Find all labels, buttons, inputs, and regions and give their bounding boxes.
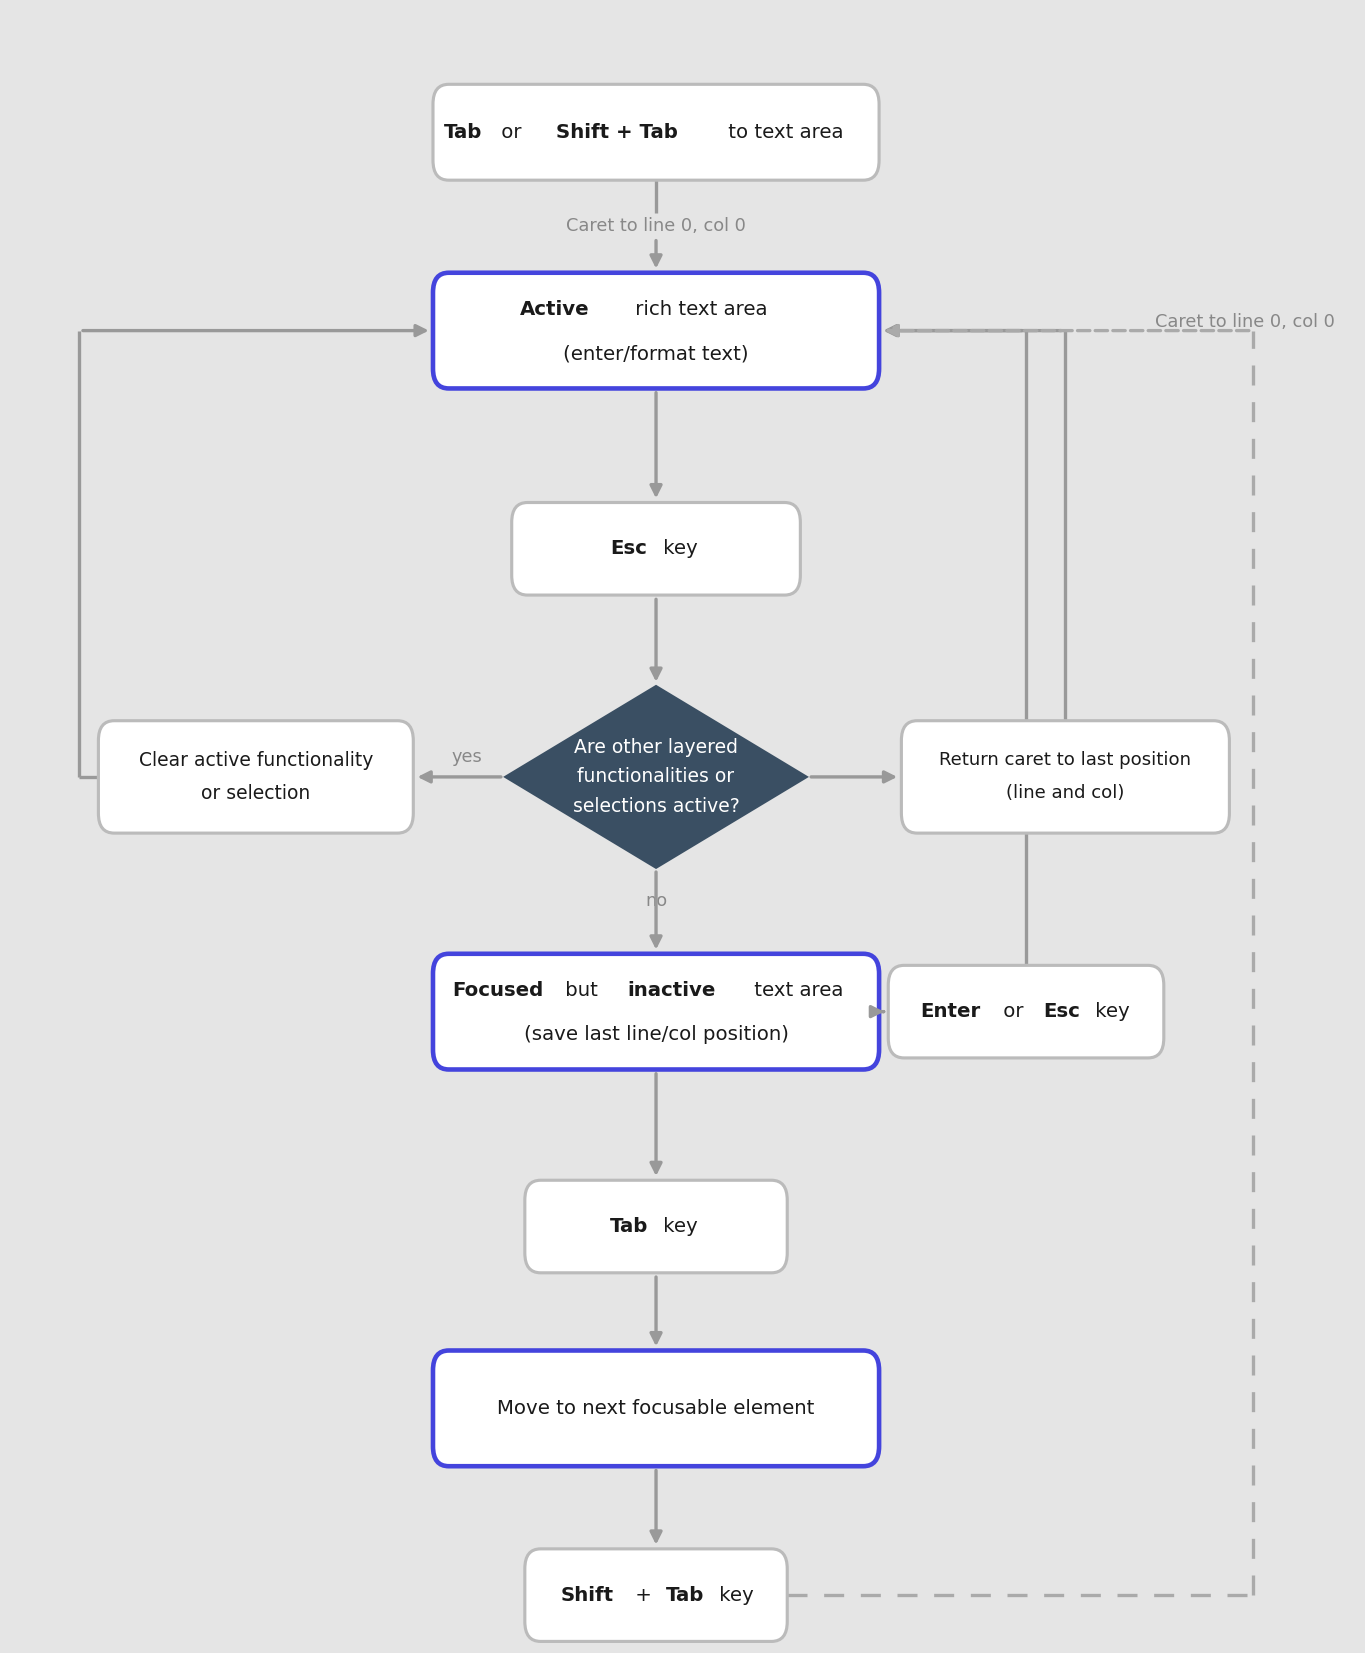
Text: Shift + Tab: Shift + Tab	[556, 122, 677, 142]
Text: (enter/format text): (enter/format text)	[564, 344, 749, 364]
Text: Clear active functionality: Clear active functionality	[139, 750, 373, 770]
Text: inactive: inactive	[628, 980, 717, 1000]
Text: Return caret to last position: Return caret to last position	[939, 752, 1192, 769]
Text: Active: Active	[520, 299, 590, 319]
Text: text area: text area	[748, 980, 844, 1000]
Text: key: key	[657, 539, 698, 559]
Text: Caret to line 0, col 0: Caret to line 0, col 0	[1155, 314, 1335, 331]
Text: selections active?: selections active?	[573, 797, 740, 817]
Text: or selection: or selection	[201, 784, 310, 803]
FancyBboxPatch shape	[512, 503, 800, 595]
FancyBboxPatch shape	[433, 273, 879, 388]
Text: Tab: Tab	[444, 122, 482, 142]
FancyBboxPatch shape	[889, 965, 1164, 1058]
Text: +: +	[629, 1585, 658, 1605]
Text: Tab: Tab	[610, 1217, 648, 1236]
Text: Are other layered: Are other layered	[575, 737, 738, 757]
Text: Tab: Tab	[666, 1585, 704, 1605]
Text: to text area: to text area	[722, 122, 844, 142]
Text: yes: yes	[452, 749, 482, 765]
Text: but: but	[558, 980, 603, 1000]
Text: no: no	[646, 893, 667, 909]
Text: or: or	[996, 1002, 1029, 1022]
Text: rich text area: rich text area	[629, 299, 768, 319]
FancyBboxPatch shape	[524, 1180, 788, 1273]
FancyBboxPatch shape	[433, 84, 879, 180]
Text: key: key	[1089, 1002, 1130, 1022]
FancyBboxPatch shape	[433, 1351, 879, 1466]
Text: Caret to line 0, col 0: Caret to line 0, col 0	[566, 218, 747, 235]
Text: Enter: Enter	[920, 1002, 981, 1022]
Text: Move to next focusable element: Move to next focusable element	[497, 1398, 815, 1418]
FancyBboxPatch shape	[98, 721, 414, 833]
FancyBboxPatch shape	[901, 721, 1230, 833]
Text: or: or	[495, 122, 528, 142]
Text: Esc: Esc	[1043, 1002, 1080, 1022]
FancyBboxPatch shape	[524, 1549, 788, 1641]
Polygon shape	[505, 686, 807, 868]
Text: Esc: Esc	[610, 539, 647, 559]
Text: (line and col): (line and col)	[1006, 785, 1125, 802]
Text: key: key	[713, 1585, 753, 1605]
Text: Focused: Focused	[452, 980, 543, 1000]
Text: (save last line/col position): (save last line/col position)	[524, 1025, 789, 1045]
Text: functionalities or: functionalities or	[577, 767, 734, 787]
FancyBboxPatch shape	[433, 954, 879, 1069]
Text: Shift: Shift	[561, 1585, 614, 1605]
Text: key: key	[657, 1217, 698, 1236]
